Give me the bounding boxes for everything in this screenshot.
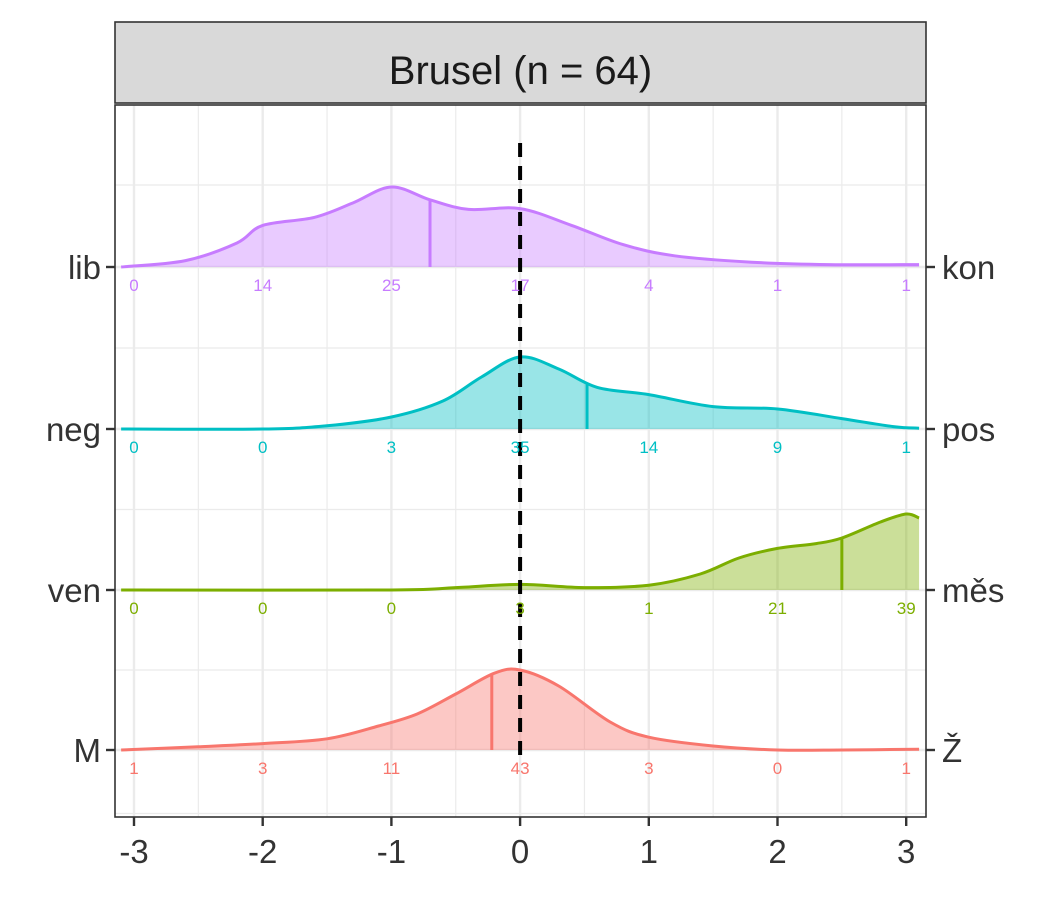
y-tick-label-right: měs bbox=[942, 572, 1004, 609]
count-label: 1 bbox=[773, 276, 782, 295]
count-label: 9 bbox=[773, 438, 782, 457]
x-tick-label: -1 bbox=[377, 833, 406, 870]
count-label: 39 bbox=[897, 599, 916, 618]
count-label: 3 bbox=[644, 759, 653, 778]
count-label: 21 bbox=[768, 599, 787, 618]
count-label: 43 bbox=[511, 759, 530, 778]
y-tick-label-left: ven bbox=[48, 572, 101, 609]
count-labels: 0 14 25 17 4 1 10 0 3 35 14 9 10 0 0 3 1 21 391 3 11 43 3 0 1 bbox=[129, 276, 915, 778]
count-label: 14 bbox=[253, 276, 272, 295]
density-area-2 bbox=[121, 513, 920, 591]
count-label: 0 bbox=[258, 599, 267, 618]
count-label: 11 bbox=[383, 759, 401, 778]
density-line-2 bbox=[121, 512, 920, 592]
density-area-3 bbox=[121, 668, 920, 751]
x-tick-label: 2 bbox=[768, 833, 786, 870]
density-area-0 bbox=[121, 186, 920, 267]
count-label: 4 bbox=[644, 276, 653, 295]
count-label: 3 bbox=[258, 759, 267, 778]
y-tick-label-right: kon bbox=[942, 249, 995, 286]
count-label: 0 bbox=[258, 438, 267, 457]
count-label: 1 bbox=[901, 438, 910, 457]
count-label: 1 bbox=[129, 759, 138, 778]
count-label: 25 bbox=[382, 276, 401, 295]
y-tick-label-right: Ž bbox=[942, 732, 962, 769]
x-tick-label: -3 bbox=[119, 833, 148, 870]
x-tick-label: -2 bbox=[248, 833, 277, 870]
panel-title: Brusel (n = 64) bbox=[389, 49, 652, 93]
y-tick-label-left: M bbox=[74, 732, 102, 769]
count-label: 1 bbox=[901, 759, 910, 778]
count-label: 0 bbox=[129, 438, 138, 457]
x-tick-label: 3 bbox=[897, 833, 915, 870]
density-line-1 bbox=[121, 355, 920, 431]
density-area-1 bbox=[121, 356, 920, 430]
y-tick-label-left: neg bbox=[46, 411, 101, 448]
count-label: 3 bbox=[387, 438, 396, 457]
strip-background bbox=[114, 21, 927, 104]
density-fills bbox=[120, 185, 920, 752]
count-label: 35 bbox=[511, 438, 530, 457]
count-label: 17 bbox=[511, 276, 530, 295]
count-label: 1 bbox=[644, 599, 653, 618]
count-label: 1 bbox=[901, 276, 910, 295]
count-label: 3 bbox=[515, 599, 524, 618]
count-label: 14 bbox=[639, 438, 658, 457]
x-tick-label: 0 bbox=[511, 833, 529, 870]
count-label: 0 bbox=[129, 276, 138, 295]
y-tick-label-right: pos bbox=[942, 411, 995, 448]
density-line-0 bbox=[120, 185, 920, 269]
x-tick-label: 1 bbox=[640, 833, 658, 870]
count-label: 0 bbox=[387, 599, 396, 618]
density-line-3 bbox=[121, 667, 920, 752]
count-label: 0 bbox=[773, 759, 782, 778]
y-tick-label-left: lib bbox=[68, 249, 101, 286]
axes: lib kon neg pos ven měs M Ž -3 -2 -1 0 1 2 3 bbox=[46, 249, 1004, 870]
count-label: 0 bbox=[129, 599, 138, 618]
